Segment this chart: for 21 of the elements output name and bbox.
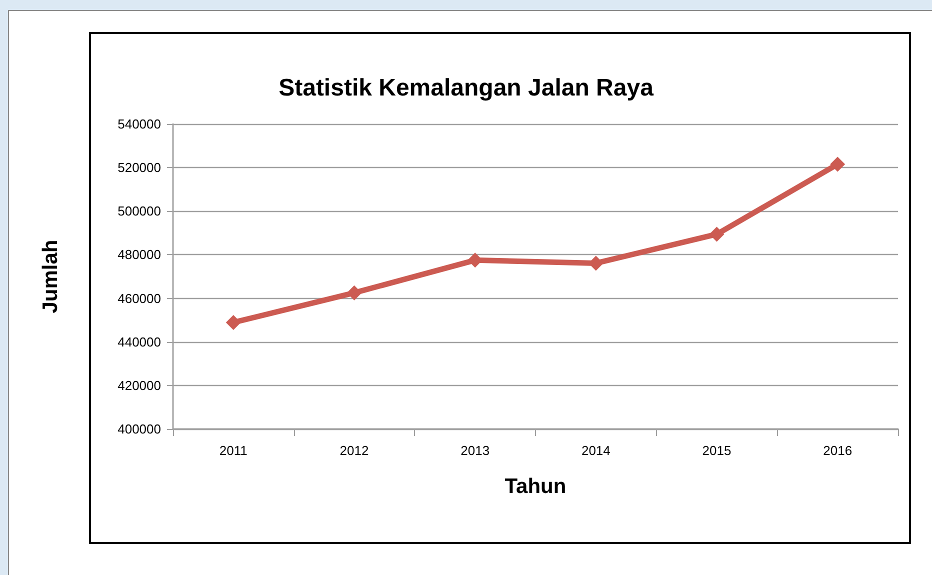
y-axis-title: Jumlah — [39, 240, 62, 314]
y-tick-label: 520000 — [118, 160, 161, 176]
y-tick-label: 400000 — [118, 422, 161, 436]
y-tick-label: 540000 — [118, 116, 161, 132]
x-tick-label: 2014 — [581, 443, 610, 458]
y-tick-label: 500000 — [118, 204, 161, 219]
y-tick-label: 420000 — [118, 378, 161, 393]
y-tick-label: 440000 — [118, 334, 161, 350]
point — [226, 314, 241, 330]
x-tick-label: 2016 — [823, 443, 852, 458]
x-axis-title: Tahun — [504, 475, 566, 498]
point — [830, 156, 846, 172]
y-tick-label: 480000 — [118, 247, 161, 262]
y-tick-label: 460000 — [118, 290, 161, 306]
x-tick-label: 2012 — [340, 443, 369, 458]
x-tick-label: 2013 — [460, 443, 490, 458]
point — [346, 285, 362, 300]
x-tick-label: 2011 — [219, 443, 248, 458]
point — [709, 226, 724, 242]
chart-title: Statistik Kemalangan Jalan Raya — [278, 74, 654, 102]
x-tick-label: 2015 — [702, 443, 732, 458]
